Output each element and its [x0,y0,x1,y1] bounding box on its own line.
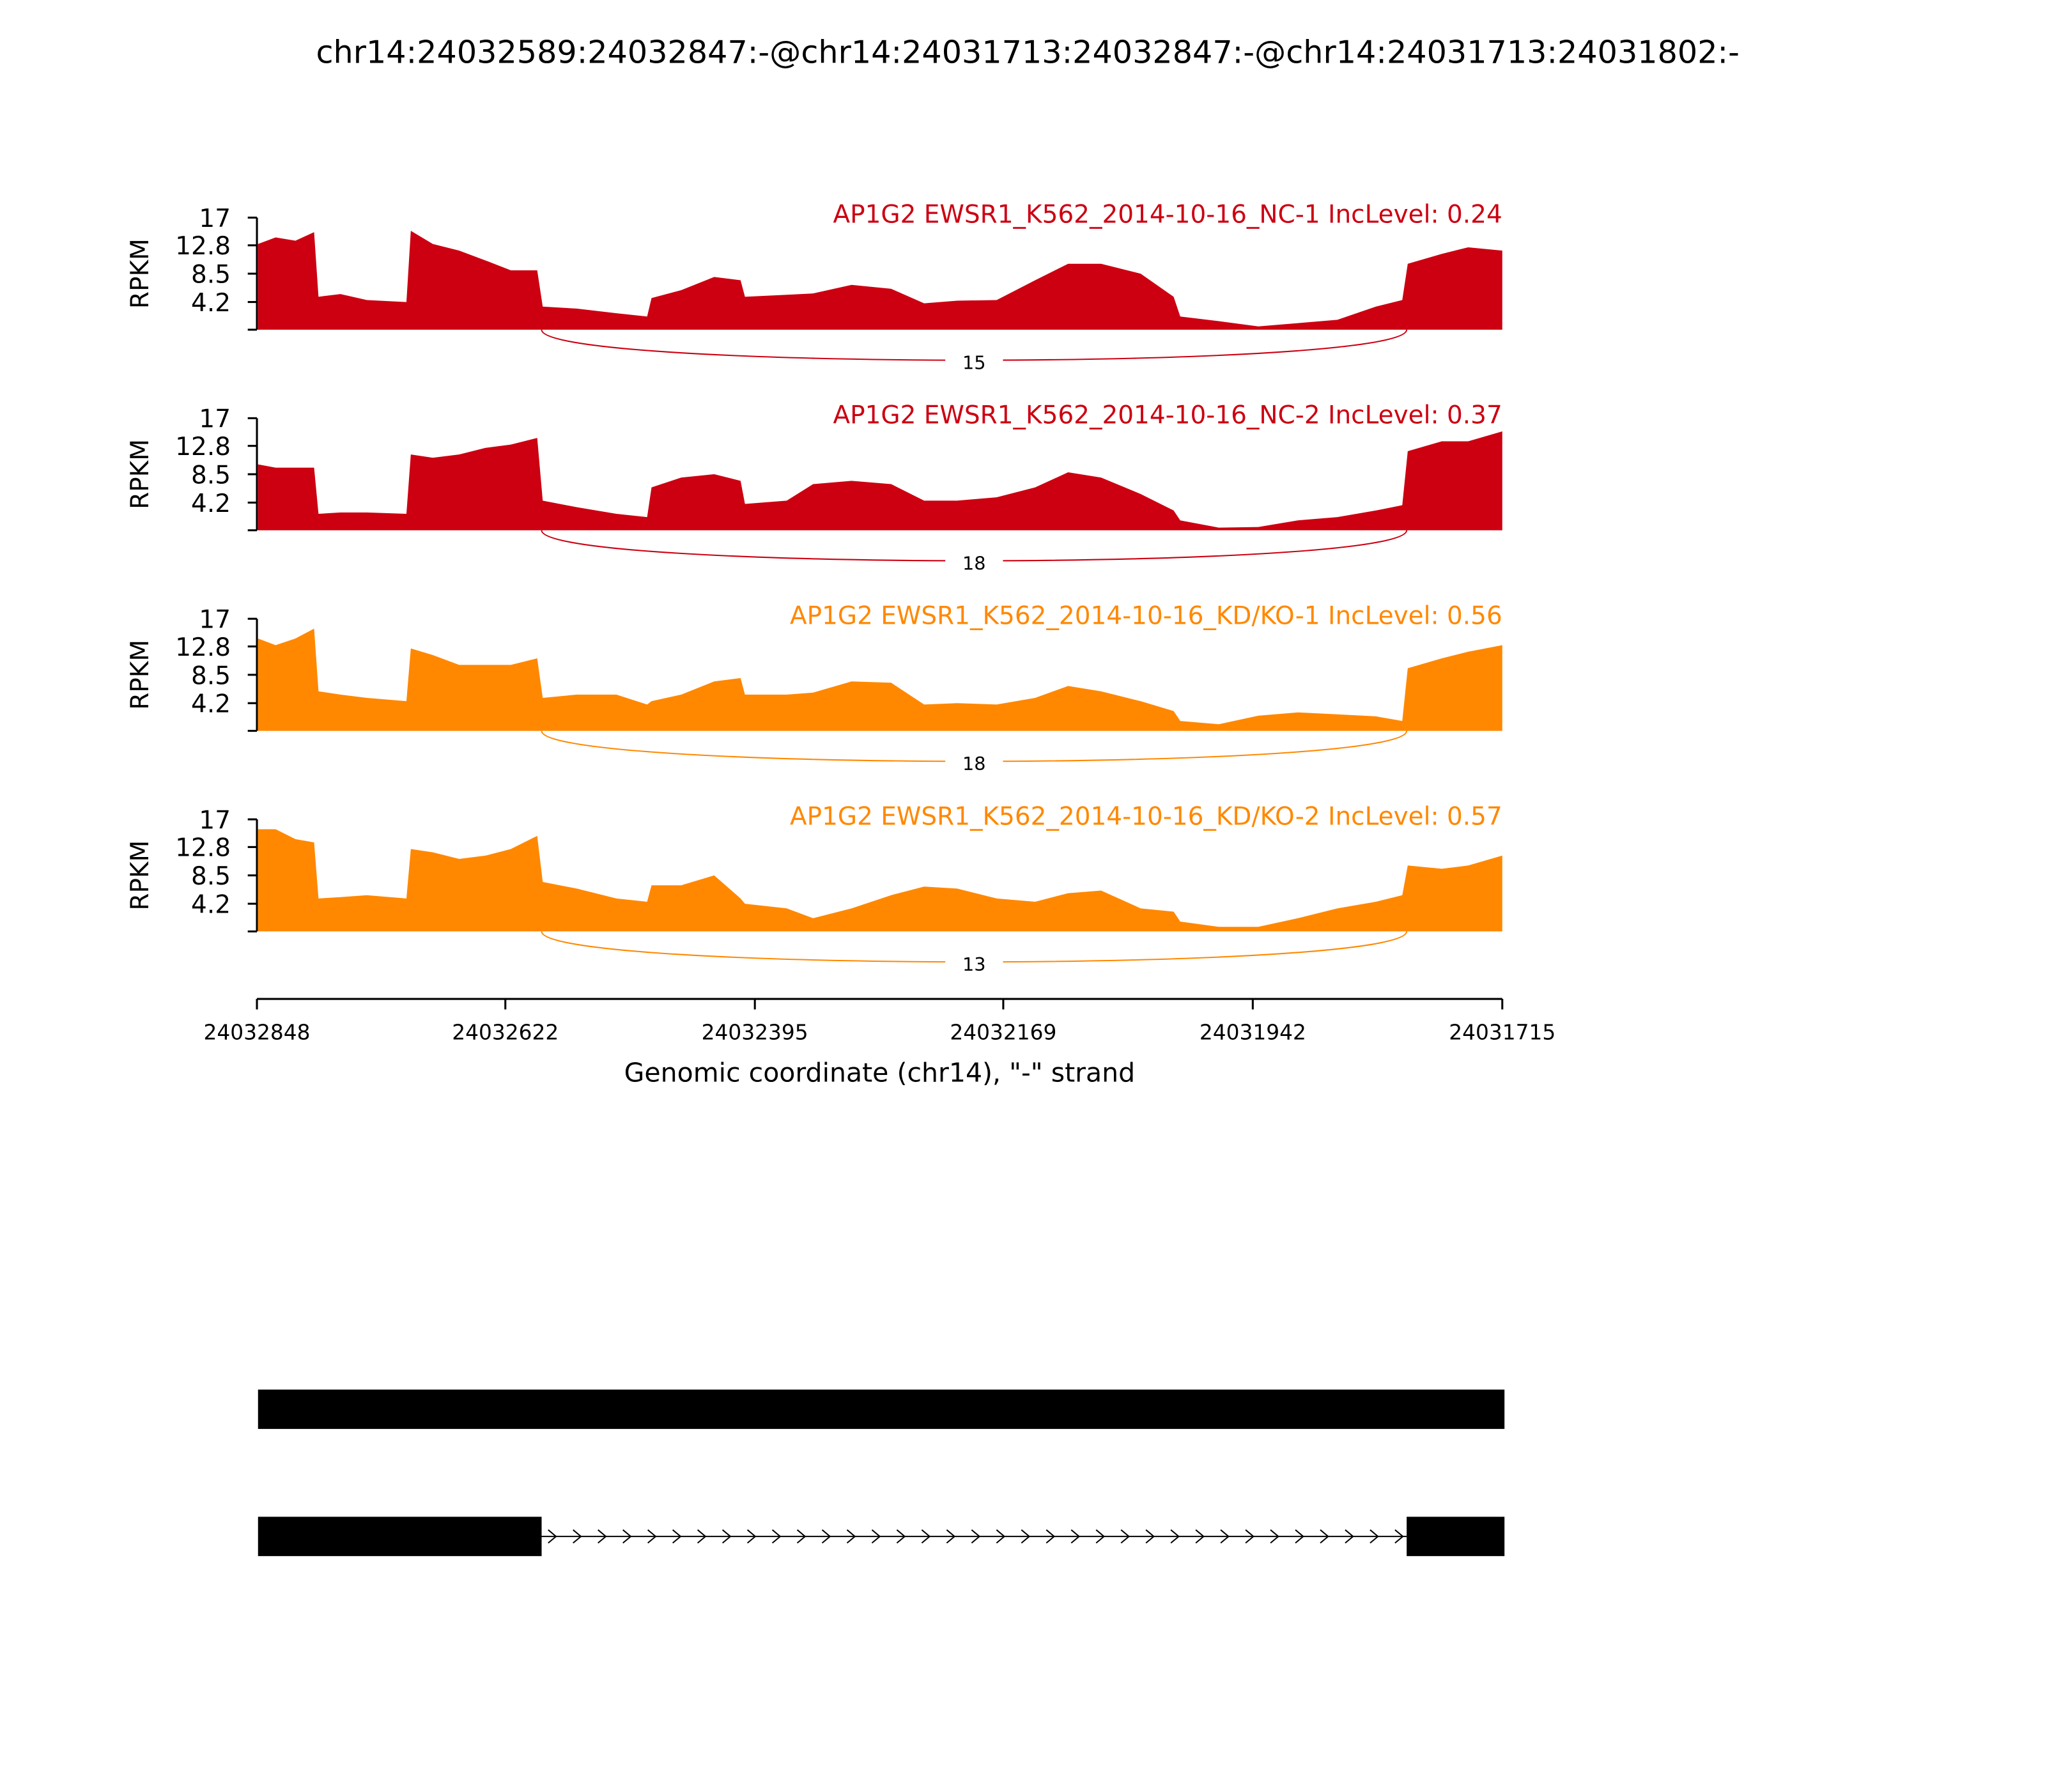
strand-chevron [1145,1529,1155,1544]
junction-label-bg [945,755,1003,777]
strand-chevron [846,1529,856,1544]
strand-chevron [946,1529,956,1544]
y-tick-label: 8.5 [191,661,231,690]
strand-chevron [746,1529,757,1544]
strand-chevron [622,1529,632,1544]
strand-chevron [1270,1529,1279,1544]
strand-chevron [1170,1529,1180,1544]
strand-chevron [573,1529,582,1544]
coverage-area [258,231,1502,330]
strand-chevron [548,1529,557,1544]
strand-chevron [722,1529,732,1544]
y-axis-label: RPKM [126,439,155,509]
x-tick-label: 24032169 [950,1021,1056,1045]
y-tick-label: 4.2 [191,690,231,719]
strand-chevron [1070,1529,1081,1544]
junction-label-bg [945,555,1003,576]
y-tick-label: 12.8 [175,834,231,863]
y-tick-label: 17 [199,806,231,835]
x-tick-label: 24032395 [702,1021,808,1045]
y-tick-label: 8.5 [191,261,231,290]
exon [1407,1517,1505,1556]
strand-chevron [921,1529,931,1544]
junction-count: 18 [962,753,986,775]
strand-chevron [1370,1529,1379,1544]
y-axis-label: RPKM [126,640,155,710]
strand-chevron [647,1529,657,1544]
strand-chevron [871,1529,881,1544]
x-axis-label: Genomic coordinate (chr14), "-" strand [624,1057,1136,1088]
strand-chevron [821,1529,831,1544]
junction-count: 13 [962,954,986,975]
sample-label: AP1G2 EWSR1_K562_2014-10-16_KD/KO-2 IncL… [790,802,1502,831]
strand-chevron [771,1529,782,1544]
strand-chevron [1220,1529,1230,1544]
y-tick-label: 8.5 [191,461,231,490]
y-tick-label: 4.2 [191,890,231,919]
y-tick-label: 12.8 [175,232,231,261]
exon [258,1389,1505,1429]
x-tick-label: 24031942 [1200,1021,1306,1045]
y-tick-label: 12.8 [175,633,231,662]
y-tick-label: 8.5 [191,862,231,891]
y-axis-label: RPKM [126,238,155,309]
junction-count: 18 [962,552,986,574]
strand-chevron [1120,1529,1131,1544]
x-tick-label: 24032622 [452,1021,559,1045]
strand-chevron [796,1529,806,1544]
junction-label-bg [945,956,1003,978]
y-tick-label: 4.2 [191,490,231,518]
y-tick-label: 12.8 [175,433,231,461]
coverage-area [258,431,1502,530]
strand-chevron [672,1529,682,1544]
strand-chevron [1295,1529,1304,1544]
sample-label: AP1G2 EWSR1_K562_2014-10-16_NC-1 IncLeve… [833,201,1502,229]
strand-chevron [1394,1529,1404,1544]
sample-label: AP1G2 EWSR1_K562_2014-10-16_NC-2 IncLeve… [833,401,1502,430]
strand-chevron [598,1529,607,1544]
y-tick-label: 17 [199,405,231,434]
strand-chevron [1245,1529,1254,1544]
y-tick-label: 4.2 [191,289,231,318]
strand-chevron [697,1529,707,1544]
strand-chevron [1021,1529,1031,1544]
strand-chevron [1046,1529,1056,1544]
strand-chevron [1195,1529,1205,1544]
strand-chevron [1345,1529,1354,1544]
y-tick-label: 17 [199,606,231,635]
coverage-area [258,628,1502,731]
junction-count: 15 [962,351,986,373]
strand-chevron [1320,1529,1329,1544]
strand-chevron [1095,1529,1106,1544]
y-tick-label: 17 [199,205,231,233]
x-tick-label: 24031715 [1449,1021,1555,1045]
coverage-area [258,829,1502,932]
strand-chevron [896,1529,906,1544]
exon [258,1517,542,1556]
y-axis-label: RPKM [126,840,155,911]
junction-label-bg [945,354,1003,376]
chart-title: chr14:24032589:24032847:-@chr14:24031713… [316,33,1739,70]
strand-chevron [996,1529,1006,1544]
sample-label: AP1G2 EWSR1_K562_2014-10-16_KD/KO-1 IncL… [790,601,1502,630]
x-tick-label: 24032848 [204,1021,311,1045]
strand-chevron [971,1529,981,1544]
